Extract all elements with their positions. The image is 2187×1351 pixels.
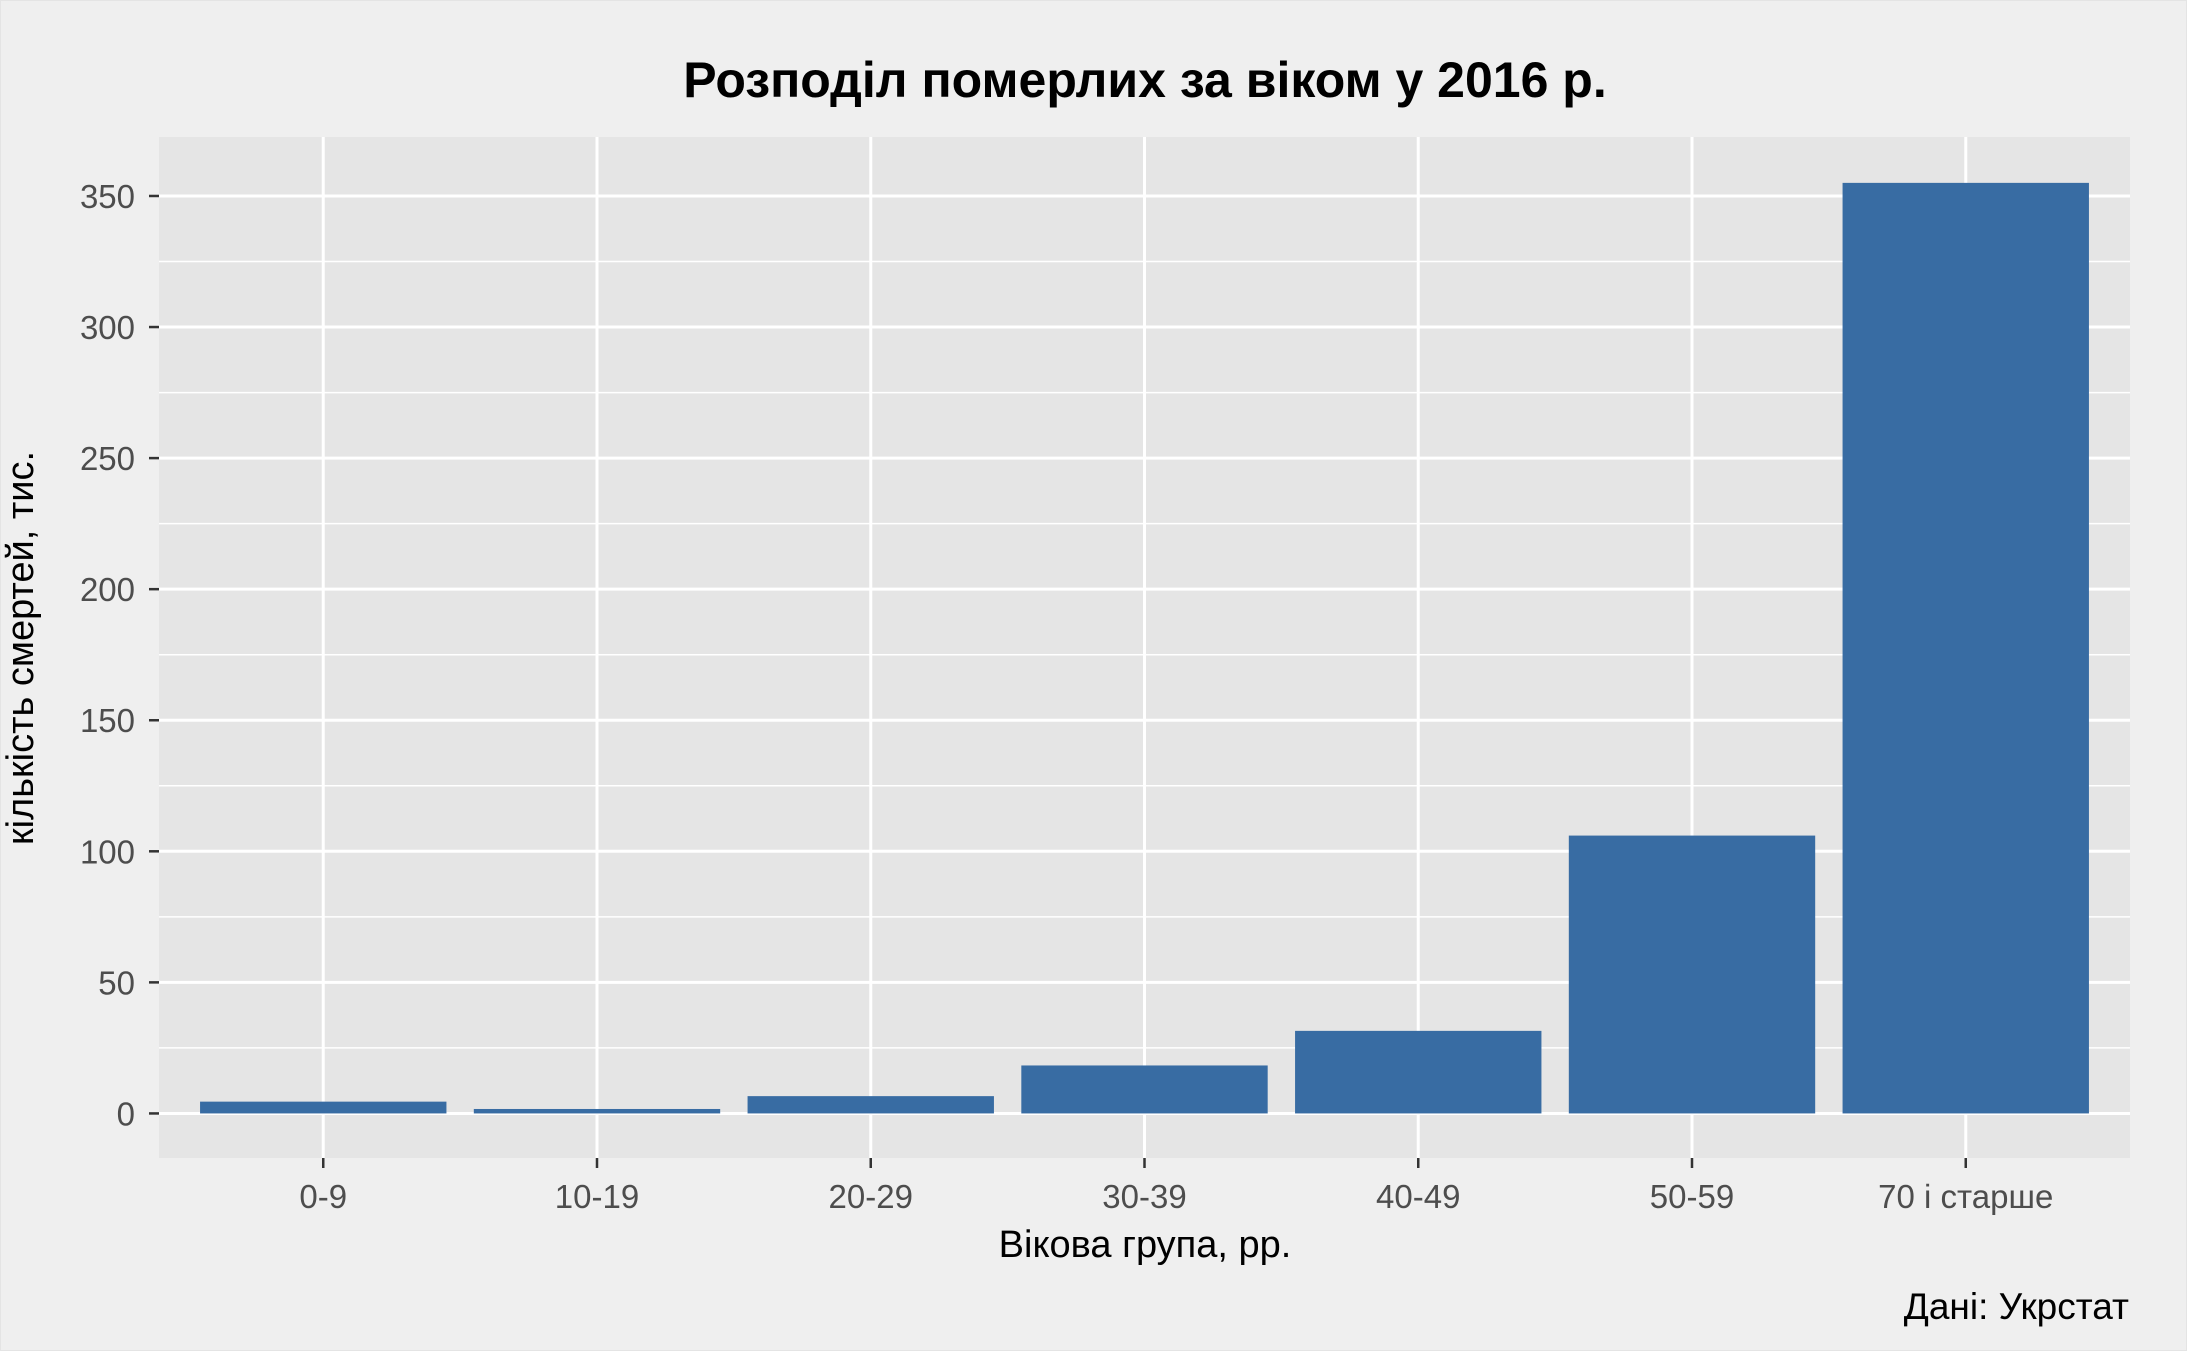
bar-40-49 <box>1295 1030 1542 1114</box>
x-tick-label: 30-39 <box>1102 1178 1186 1215</box>
bar-10-19 <box>473 1108 721 1114</box>
x-tick-label: 10-19 <box>555 1178 639 1215</box>
bar-70-і-старше <box>1842 182 2089 1114</box>
y-tick-label: 100 <box>80 833 135 870</box>
y-tick-label: 150 <box>80 702 135 739</box>
bar-20-29 <box>747 1096 994 1114</box>
y-axis-title: кількість смертей, тис. <box>1 451 42 845</box>
x-tick-label: 0-9 <box>299 1178 347 1215</box>
bar-50-59 <box>1568 835 1816 1114</box>
y-tick-label: 200 <box>80 571 135 608</box>
x-axis-ticks: 0-9 10-19 20-29 30-39 40-49 50-59 70 і старше <box>299 1158 2053 1215</box>
y-tick-label: 300 <box>80 309 135 346</box>
chart-title: Розподіл померлих за віком у 2016 р. <box>683 52 1607 108</box>
y-tick-label: 50 <box>98 964 135 1001</box>
y-tick-label: 350 <box>80 178 135 215</box>
bars <box>200 182 2089 1114</box>
x-axis-title: Вікова група, рр. <box>999 1224 1292 1266</box>
bar-0-9 <box>200 1101 447 1114</box>
x-tick-label: 20-29 <box>829 1178 913 1215</box>
y-axis-ticks: 0 50 100 150 200 250 300 350 <box>80 178 159 1132</box>
x-tick-label: 70 і старше <box>1878 1178 2053 1215</box>
bar-30-39 <box>1021 1065 1268 1114</box>
x-tick-label: 40-49 <box>1376 1178 1460 1215</box>
y-tick-label: 0 <box>117 1095 135 1132</box>
y-tick-label: 250 <box>80 440 135 477</box>
data-source-caption: Дані: Укрстат <box>1904 1286 2129 1327</box>
x-tick-label: 50-59 <box>1650 1178 1734 1215</box>
